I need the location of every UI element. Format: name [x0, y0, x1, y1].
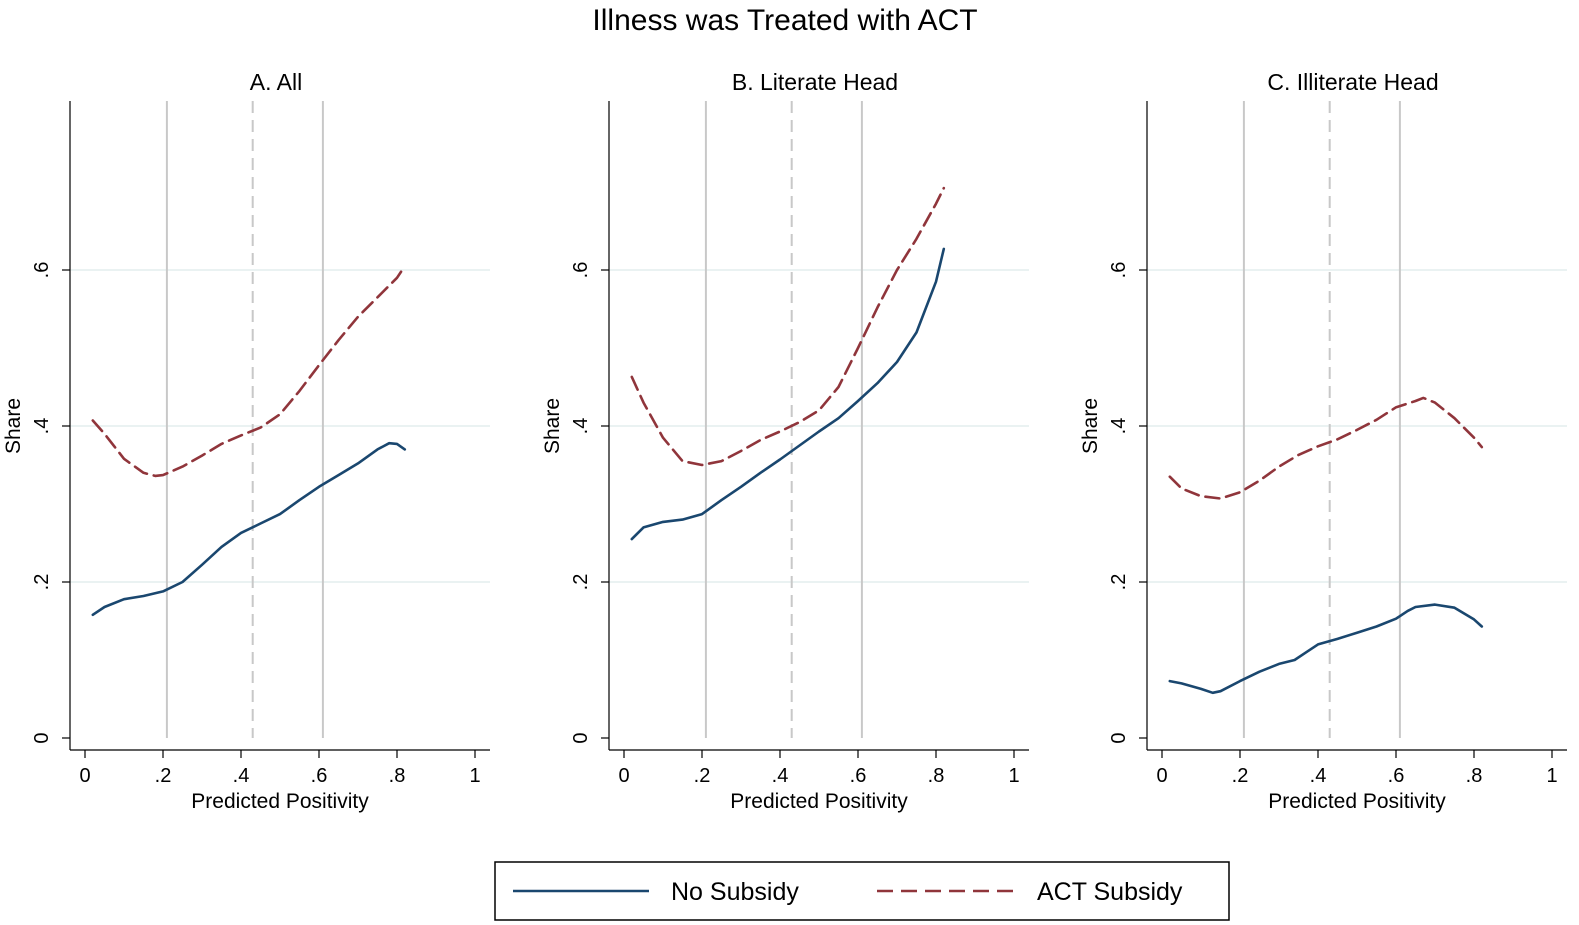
y-tick-label: .2 — [570, 574, 592, 591]
panel-title: C. Illiterate Head — [1267, 69, 1438, 95]
y-tick-label: .4 — [31, 418, 53, 435]
series-line-no-subsidy — [1170, 605, 1482, 693]
x-tick-label: 1 — [469, 765, 480, 787]
panel-c-illiterate-head: C. Illiterate Head 0 .2 .4 .6 0 .2 .4 .6 .8 1 Predi… — [1079, 69, 1567, 813]
x-tick-label: .6 — [850, 765, 867, 787]
y-tick-label: .6 — [1108, 262, 1130, 279]
x-tick-label: .2 — [694, 765, 711, 787]
x-tick-label: .2 — [155, 765, 172, 787]
x-tick-label: 1 — [1546, 765, 1557, 787]
x-tick-label: 1 — [1008, 765, 1019, 787]
x-axis-label: Predicted Positivity — [730, 790, 908, 813]
y-tick-label: .6 — [31, 262, 53, 279]
x-tick-label: .2 — [1232, 765, 1249, 787]
y-axis-label: Share — [1079, 398, 1102, 454]
panel-a-all: A. All 0 .2 .4 .6 0 .2 .4 .6 .8 1 Predicted Positiv… — [2, 69, 490, 813]
y-tick-label: .2 — [1108, 574, 1130, 591]
x-tick-label: 0 — [618, 765, 629, 787]
legend: No Subsidy ACT Subsidy — [495, 862, 1229, 920]
x-tick-label: 0 — [79, 765, 90, 787]
series-line-no-subsidy — [632, 249, 944, 539]
legend-label-act-subsidy: ACT Subsidy — [1037, 878, 1183, 906]
x-axis-label: Predicted Positivity — [1268, 790, 1446, 813]
x-tick-label: .4 — [772, 765, 789, 787]
y-tick-label: 0 — [31, 732, 53, 743]
panels: A. All 0 .2 .4 .6 0 .2 .4 .6 .8 1 Predicted Positiv… — [2, 69, 1567, 813]
y-tick-label: .4 — [1108, 418, 1130, 435]
x-tick-label: .8 — [1466, 765, 1483, 787]
series-line-act-subsidy — [632, 188, 944, 465]
y-tick-label: 0 — [570, 732, 592, 743]
x-tick-label: .4 — [233, 765, 250, 787]
y-axis-label: Share — [541, 398, 564, 454]
x-tick-label: .6 — [1388, 765, 1405, 787]
x-tick-label: .8 — [928, 765, 945, 787]
panel-b-literate-head: B. Literate Head 0 .2 .4 .6 0 .2 .4 .6 .8 1 Predict… — [541, 69, 1029, 813]
y-tick-label: .4 — [570, 418, 592, 435]
x-tick-label: .4 — [1310, 765, 1327, 787]
x-tick-label: 0 — [1156, 765, 1167, 787]
y-tick-label: 0 — [1108, 732, 1130, 743]
panel-title: A. All — [250, 69, 302, 95]
series-line-act-subsidy — [93, 266, 405, 476]
legend-label-no-subsidy: No Subsidy — [671, 878, 799, 906]
figure-title: Illness was Treated with ACT — [592, 4, 977, 37]
x-tick-label: .6 — [311, 765, 328, 787]
y-axis-label: Share — [2, 398, 25, 454]
series-line-act-subsidy — [1170, 398, 1482, 499]
y-tick-label: .2 — [31, 574, 53, 591]
x-tick-label: .8 — [389, 765, 406, 787]
x-axis-label: Predicted Positivity — [191, 790, 369, 813]
panel-title: B. Literate Head — [732, 69, 898, 95]
y-tick-label: .6 — [570, 262, 592, 279]
